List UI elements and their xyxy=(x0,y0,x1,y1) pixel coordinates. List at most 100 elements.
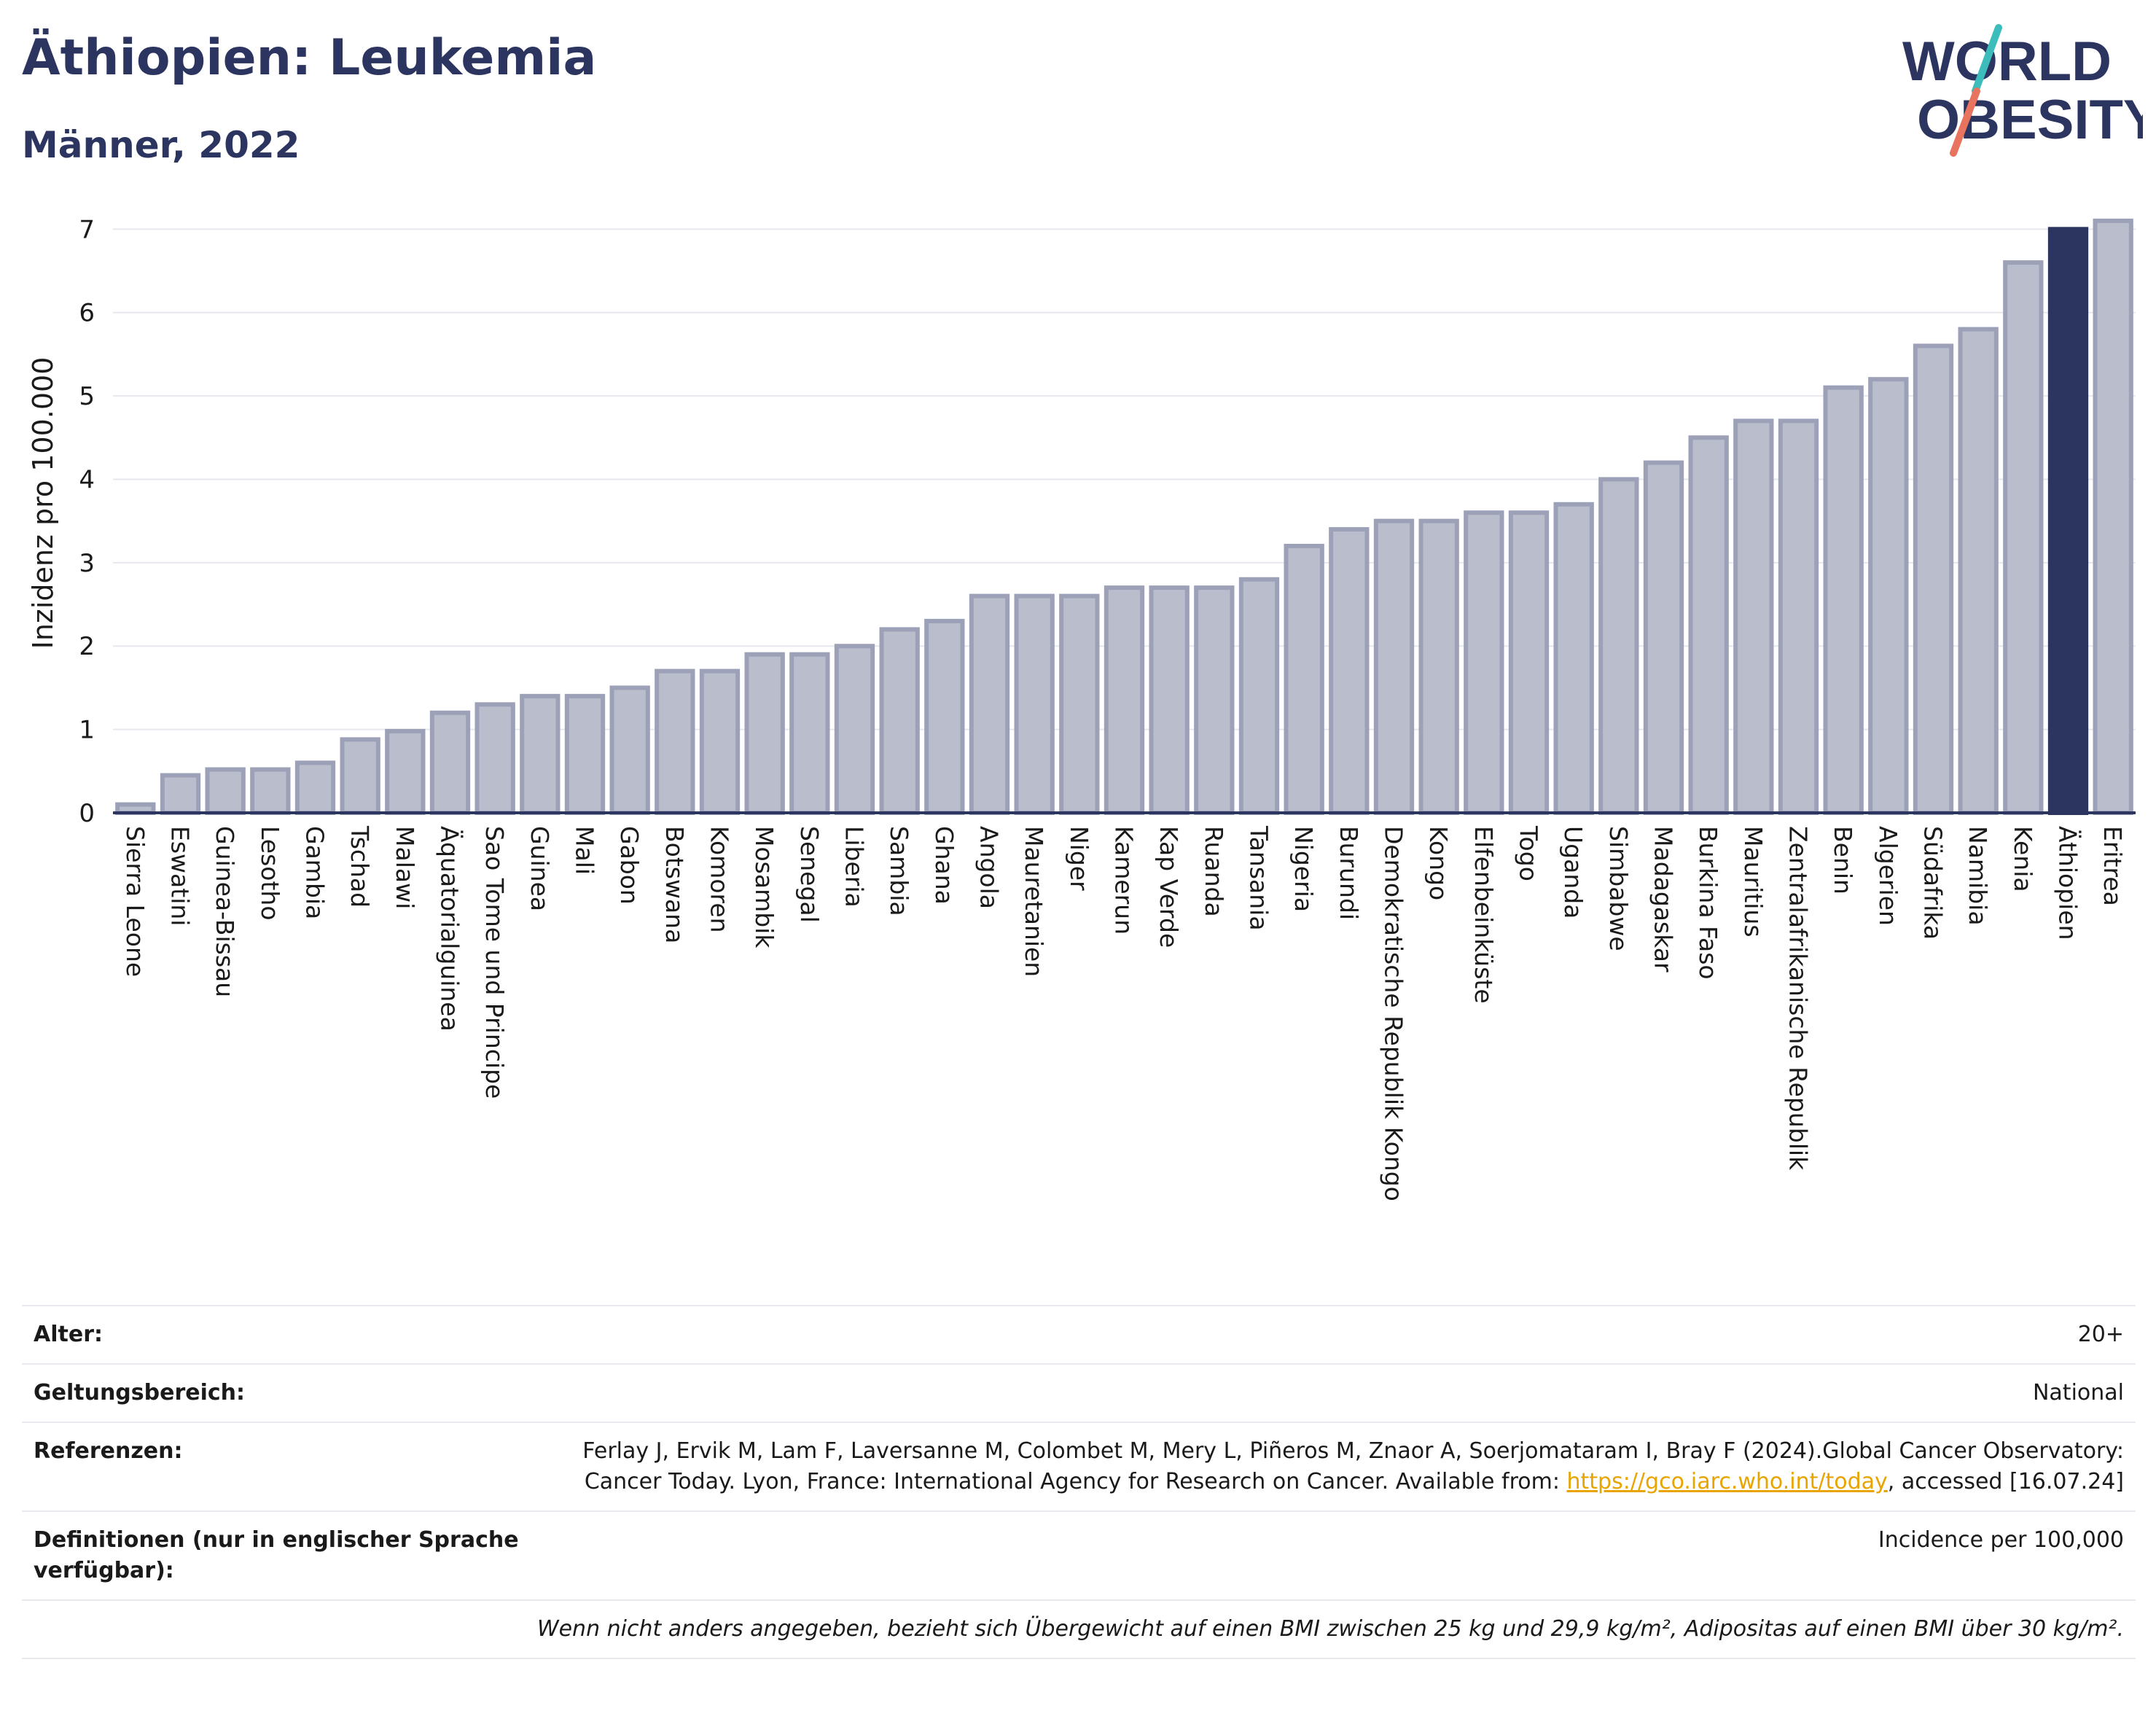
x-tick-label: Ghana xyxy=(930,826,958,905)
row-definitions: Definitionen (nur in englischer Sprache … xyxy=(22,1510,2136,1600)
bar-elfenbeinküste xyxy=(1464,510,1504,815)
x-tick-label: Elfenbeinküste xyxy=(1469,826,1498,1004)
bar-guinea-bissau xyxy=(205,767,246,815)
bar-algerien xyxy=(1868,377,1909,815)
y-tick-label: 6 xyxy=(79,299,95,328)
page-title: Äthiopien: Leukemia xyxy=(22,29,597,87)
x-tick-label: Gabon xyxy=(615,826,644,905)
bar-chart: 0 1 2 3 4 5 6 7 Sierra Leone Eswatini Guinea-Biss… xyxy=(27,215,2136,1201)
row-age: Alter: 20+ xyxy=(22,1305,2136,1364)
y-tick-label: 0 xyxy=(79,799,95,828)
x-tick-label: Liberia xyxy=(840,826,869,908)
bar-kenia xyxy=(2003,260,2044,815)
x-tick-label: Uganda xyxy=(1559,826,1587,919)
bar-guinea xyxy=(520,693,561,816)
ref-link[interactable]: https://gco.iarc.who.int/today xyxy=(1566,1469,1888,1494)
logo-slash-teal xyxy=(1972,24,2002,95)
x-tick-label: Mosambik xyxy=(750,826,778,948)
bar-kamerun xyxy=(1104,585,1145,815)
bar-sambia xyxy=(879,627,920,815)
bar-südafrika xyxy=(1913,343,1954,816)
x-tick-label: Togo xyxy=(1515,825,1543,881)
ref-text-2: , accessed [16.07.24] xyxy=(1887,1469,2124,1494)
bar-burundi xyxy=(1329,527,1370,815)
y-tick-label: 7 xyxy=(79,215,95,244)
page-subtitle: Männer, 2022 xyxy=(22,124,300,166)
x-tick-label: Madagaskar xyxy=(1649,826,1678,972)
bar-mali xyxy=(564,693,606,816)
bar-komoren xyxy=(699,668,741,816)
x-tick-label: Tschad xyxy=(345,825,374,908)
x-tick-label: Gambia xyxy=(301,826,329,919)
bar-äthiopien xyxy=(2047,227,2089,815)
y-tick-label: 5 xyxy=(79,382,95,411)
info-table: Alter: 20+ Geltungsbereich: National Ref… xyxy=(22,1305,2136,1659)
logo-text-world: WORLD xyxy=(1902,31,2112,93)
bar-kongo xyxy=(1418,518,1459,815)
bar-benin xyxy=(1823,385,1864,815)
y-tick-label: 4 xyxy=(79,465,95,494)
x-tick-label: Mali xyxy=(571,826,599,875)
bar-demokratische-republik-kongo xyxy=(1373,518,1415,815)
x-tick-label: Botswana xyxy=(660,826,689,943)
x-tick-label: Guinea-Bissau xyxy=(211,826,239,997)
x-tick-label: Niger xyxy=(1065,826,1093,891)
scope-label: Geltungsbereich: xyxy=(22,1363,555,1422)
world-obesity-logo: WORLD OBESITY xyxy=(1902,24,2143,157)
x-tick-label: Senegal xyxy=(795,826,824,923)
y-tick-label: 1 xyxy=(79,716,95,745)
ref-label: Referenzen: xyxy=(22,1422,555,1511)
x-tick-label: Kap Verde xyxy=(1155,826,1183,948)
x-tick-label: Kamerun xyxy=(1110,826,1138,935)
x-tick-label: Sambia xyxy=(885,826,913,916)
x-tick-label: Demokratische Republik Kongo xyxy=(1380,826,1408,1201)
x-tick-label: Algerien xyxy=(1874,826,1902,926)
footnote: Wenn nicht anders angegeben, bezieht sic… xyxy=(22,1599,2136,1659)
x-tick-label: Äquatorialguinea xyxy=(436,826,464,1032)
x-tick-label: Mauritius xyxy=(1739,826,1768,937)
bar-tschad xyxy=(340,737,380,815)
age-label: Alter: xyxy=(22,1305,555,1364)
bar-gabon xyxy=(609,685,650,816)
bar-ruanda xyxy=(1194,585,1235,815)
ref-value: Ferlay J, Ervik M, Lam F, Laversanne M, … xyxy=(555,1422,2136,1511)
x-tick-label: Nigeria xyxy=(1289,826,1318,912)
bar-botswana xyxy=(655,668,695,816)
x-tick-label: Komoren xyxy=(706,826,734,933)
x-tick-label: Tansania xyxy=(1245,825,1273,931)
scope-value: National xyxy=(555,1363,2136,1422)
x-tick-label: Lesotho xyxy=(256,826,284,921)
x-tick-label: Sierra Leone xyxy=(121,826,149,977)
x-tick-label: Guinea xyxy=(526,826,554,911)
age-value: 20+ xyxy=(555,1305,2136,1364)
bar-togo xyxy=(1508,510,1550,815)
bar-malawi xyxy=(385,728,426,816)
bar-ghana xyxy=(924,618,965,815)
x-tick-label: Angola xyxy=(975,826,1004,909)
x-tick-label: Burundi xyxy=(1335,826,1363,920)
bars xyxy=(115,218,2133,816)
bar-nigeria xyxy=(1284,543,1324,815)
x-tick-label: Burkina Faso xyxy=(1694,826,1722,980)
bar-gambia xyxy=(294,760,336,816)
x-tick-label: Ruanda xyxy=(1200,826,1228,917)
x-tick-label: Kenia xyxy=(2009,826,2037,892)
logo-slash-coral xyxy=(1950,87,1980,157)
bar-eritrea xyxy=(2093,218,2133,815)
x-tick-label: Eswatini xyxy=(166,826,195,926)
row-scope: Geltungsbereich: National xyxy=(22,1363,2136,1422)
x-tick-label: Namibia xyxy=(1964,826,1992,926)
bar-mauretanien xyxy=(1014,593,1055,815)
bar-sao-tome-und-principe xyxy=(474,702,515,816)
bar-namibia xyxy=(1958,327,1999,816)
bar-madagaskar xyxy=(1643,460,1684,815)
x-tick-label: Simbabwe xyxy=(1604,826,1633,951)
bar-mosambik xyxy=(744,652,785,815)
bar-simbabwe xyxy=(1598,477,1639,815)
bar-kap-verde xyxy=(1149,585,1190,815)
y-tick-label: 2 xyxy=(79,632,95,661)
bar-angola xyxy=(969,593,1010,815)
x-tick-label: Benin xyxy=(1829,826,1857,894)
bar-lesotho xyxy=(250,767,291,815)
def-label: Definitionen (nur in englischer Sprache … xyxy=(22,1510,555,1600)
